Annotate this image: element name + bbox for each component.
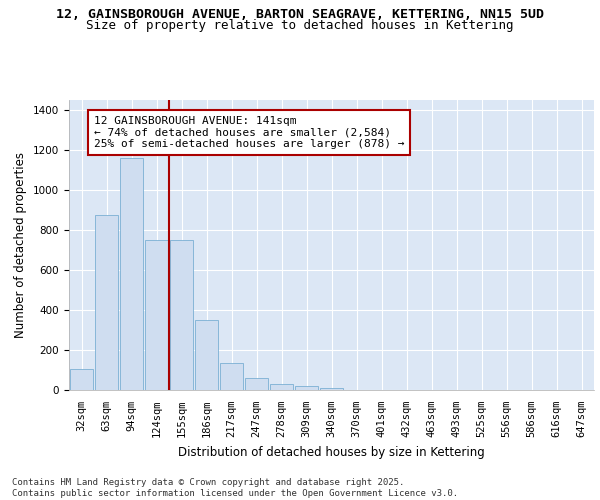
Bar	[295, 386, 318, 390]
Bar	[145, 240, 168, 390]
Text: 12, GAINSBOROUGH AVENUE, BARTON SEAGRAVE, KETTERING, NN15 5UD: 12, GAINSBOROUGH AVENUE, BARTON SEAGRAVE…	[56, 8, 544, 20]
Y-axis label: Number of detached properties: Number of detached properties	[14, 152, 28, 338]
Bar	[120, 158, 143, 390]
Text: 12 GAINSBOROUGH AVENUE: 141sqm
← 74% of detached houses are smaller (2,584)
25% : 12 GAINSBOROUGH AVENUE: 141sqm ← 74% of …	[94, 116, 404, 149]
Text: Contains HM Land Registry data © Crown copyright and database right 2025.
Contai: Contains HM Land Registry data © Crown c…	[12, 478, 458, 498]
Bar	[245, 378, 268, 390]
Bar	[95, 215, 118, 390]
Bar	[320, 388, 343, 390]
Bar	[195, 320, 218, 390]
Text: Size of property relative to detached houses in Kettering: Size of property relative to detached ho…	[86, 18, 514, 32]
Bar	[70, 369, 93, 390]
Bar	[170, 240, 193, 390]
X-axis label: Distribution of detached houses by size in Kettering: Distribution of detached houses by size …	[178, 446, 485, 458]
Bar	[220, 363, 243, 390]
Bar	[270, 384, 293, 390]
